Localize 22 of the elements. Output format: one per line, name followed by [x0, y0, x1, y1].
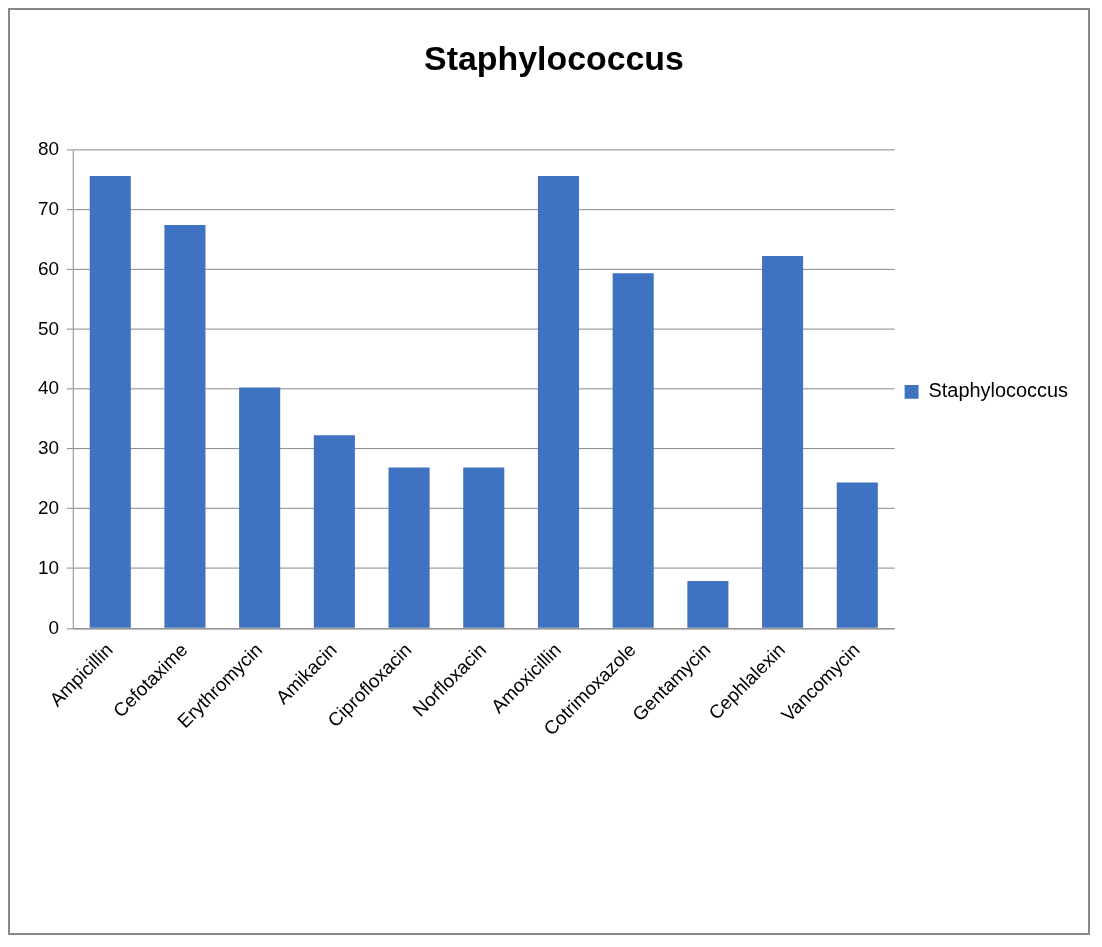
bar — [687, 581, 729, 628]
bar — [537, 175, 580, 628]
y-tick-label: 20 — [37, 497, 59, 519]
y-tick-label: 70 — [37, 198, 59, 220]
bar — [836, 482, 878, 628]
bar — [463, 467, 505, 628]
legend-label: Staphylococcus — [928, 379, 1069, 402]
y-tick-label: 30 — [37, 437, 59, 459]
y-tick-label: 80 — [37, 138, 59, 160]
y-tick-label: 0 — [48, 616, 59, 638]
bar — [313, 435, 355, 628]
bar — [89, 175, 131, 628]
bar — [762, 255, 804, 628]
y-tick-label: 60 — [37, 257, 59, 279]
y-tick-label: 40 — [37, 377, 59, 399]
y-tick-label: 10 — [37, 556, 59, 578]
y-tick-label: 50 — [37, 317, 59, 339]
bar — [388, 467, 430, 628]
bar — [612, 273, 654, 628]
bar — [239, 387, 281, 628]
chart-title: Staphylococcus — [424, 38, 684, 77]
bar — [164, 224, 206, 628]
